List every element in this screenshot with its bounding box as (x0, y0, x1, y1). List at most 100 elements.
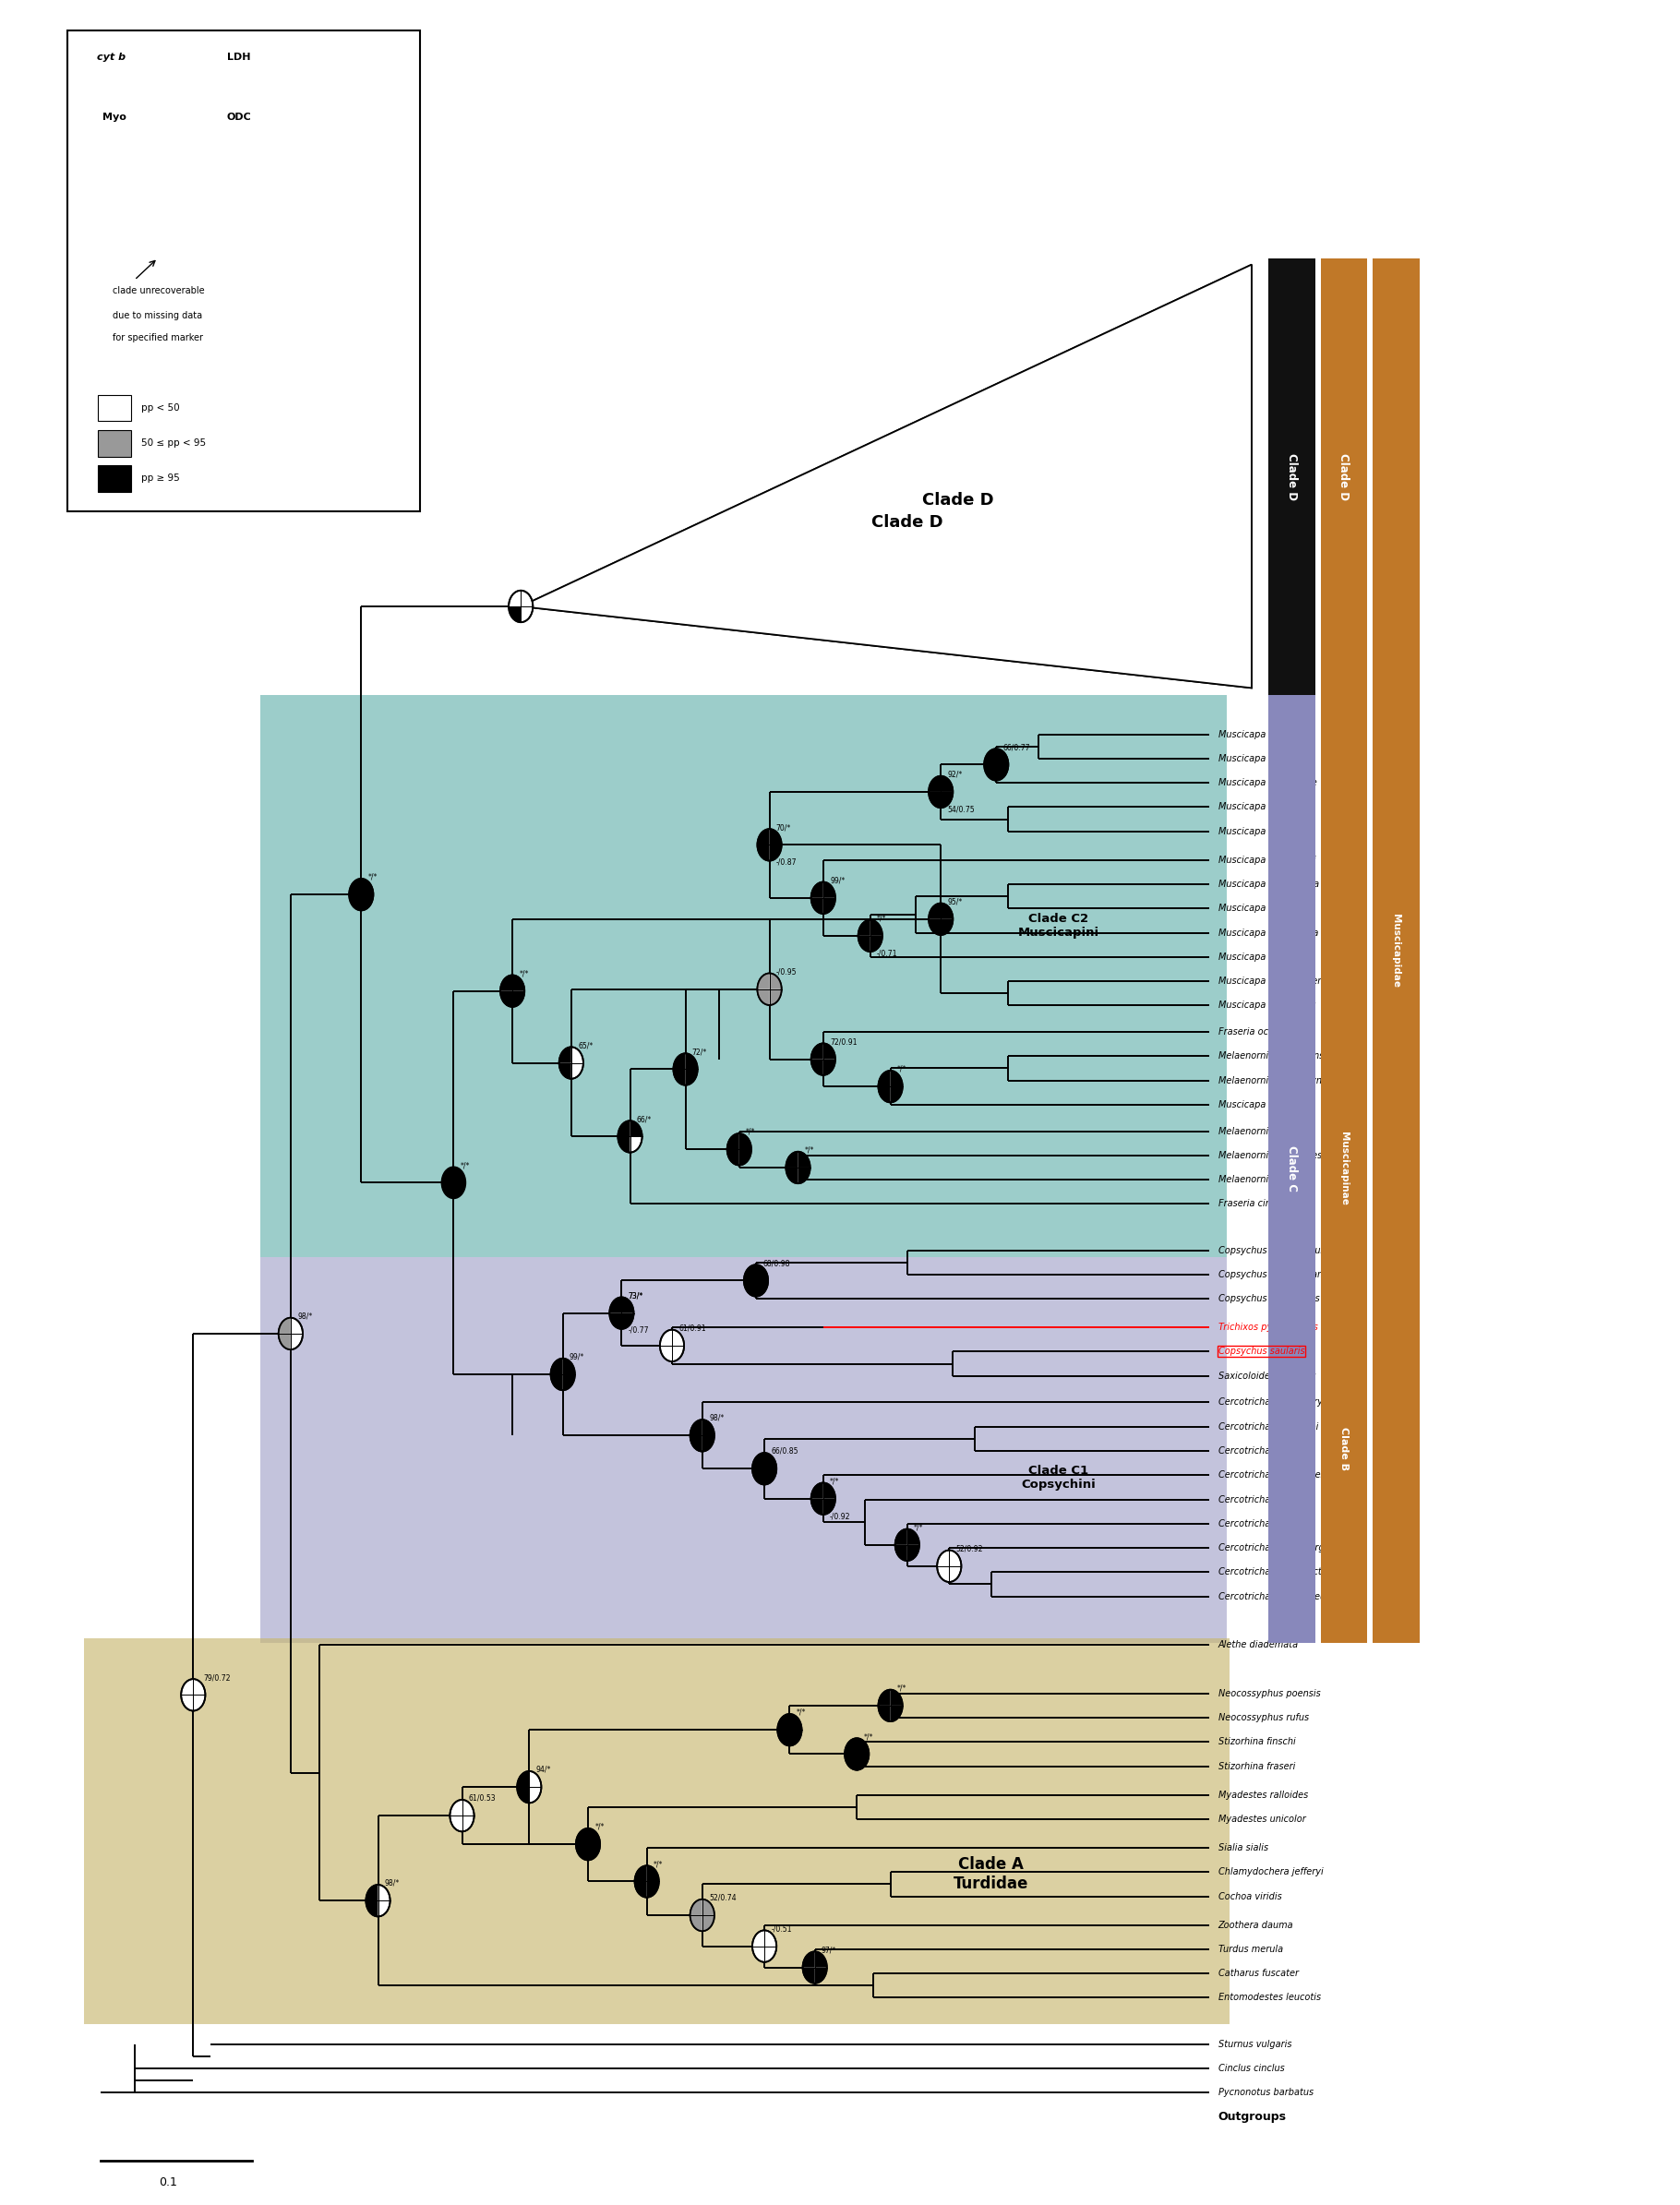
Text: Alethe diademata: Alethe diademata (1218, 1641, 1299, 1649)
Wedge shape (622, 1312, 633, 1330)
Bar (260, 1257, 1226, 1643)
Text: 0.1: 0.1 (160, 2176, 176, 2187)
Wedge shape (764, 1453, 776, 1469)
Text: 66/0.85: 66/0.85 (771, 1446, 798, 1455)
Text: 72/*: 72/* (692, 1047, 707, 1056)
Text: pp < 50: pp < 50 (141, 404, 180, 412)
Text: 99/*: 99/* (570, 1354, 585, 1360)
Wedge shape (559, 1063, 571, 1078)
Wedge shape (941, 919, 953, 935)
Wedge shape (890, 1707, 902, 1722)
Wedge shape (349, 895, 361, 911)
Circle shape (501, 975, 524, 1008)
Text: Zoothera dauma: Zoothera dauma (1218, 1921, 1294, 1929)
Wedge shape (576, 1828, 588, 1843)
Text: -/0.51: -/0.51 (771, 1925, 791, 1934)
Bar (84, 1638, 1230, 2024)
Wedge shape (146, 232, 180, 276)
Text: Myo: Myo (102, 112, 126, 121)
Wedge shape (674, 1054, 685, 1069)
Circle shape (181, 1678, 205, 1711)
Text: 52/0.92: 52/0.92 (956, 1544, 983, 1552)
Wedge shape (361, 895, 373, 911)
Wedge shape (879, 1072, 890, 1087)
Text: 92/*: 92/* (948, 770, 963, 778)
Circle shape (551, 1358, 575, 1389)
Wedge shape (823, 882, 835, 897)
Wedge shape (610, 1312, 622, 1330)
Circle shape (366, 1885, 390, 1916)
Text: Cercotrichas leucophrys: Cercotrichas leucophrys (1218, 1398, 1327, 1407)
Wedge shape (778, 1729, 790, 1746)
Wedge shape (870, 935, 882, 953)
Text: 97/*: 97/* (822, 1945, 837, 1954)
Text: Muscicapa griseisticta: Muscicapa griseisticta (1218, 928, 1319, 937)
Wedge shape (858, 935, 870, 953)
Text: -/0.71: -/0.71 (877, 948, 897, 957)
Text: */*: */* (746, 1127, 756, 1136)
Bar (1268, 695, 1315, 1643)
Wedge shape (635, 1865, 647, 1881)
Circle shape (576, 1828, 600, 1861)
Text: Sturnus vulgaris: Sturnus vulgaris (1218, 2040, 1292, 2048)
Wedge shape (879, 1689, 890, 1707)
Wedge shape (815, 1951, 827, 1967)
Wedge shape (517, 1771, 529, 1786)
Wedge shape (501, 975, 512, 990)
Text: Clade C1
Copsychini: Clade C1 Copsychini (1021, 1464, 1095, 1491)
Wedge shape (349, 878, 361, 895)
Wedge shape (501, 990, 512, 1008)
Wedge shape (879, 1087, 890, 1102)
Wedge shape (512, 975, 524, 990)
Text: Neocossyphus rufus: Neocossyphus rufus (1218, 1713, 1309, 1722)
Text: Clade D: Clade D (922, 492, 993, 509)
Bar (97, 430, 131, 456)
Wedge shape (941, 904, 953, 919)
Text: */*: */* (595, 1824, 605, 1830)
Text: cyt b: cyt b (97, 53, 126, 62)
Text: Myadestes ralloides: Myadestes ralloides (1218, 1790, 1307, 1799)
Wedge shape (996, 765, 1008, 781)
Circle shape (879, 1072, 902, 1102)
Wedge shape (702, 1435, 714, 1451)
Wedge shape (744, 1266, 756, 1281)
Wedge shape (786, 1169, 798, 1184)
Text: due to missing data: due to missing data (113, 311, 202, 320)
Wedge shape (879, 1707, 890, 1722)
Wedge shape (803, 1951, 815, 1967)
Wedge shape (823, 1482, 835, 1499)
Text: Muscicapa gambagae: Muscicapa gambagae (1218, 778, 1317, 787)
Wedge shape (769, 845, 781, 860)
Wedge shape (778, 1713, 790, 1729)
Wedge shape (685, 1069, 697, 1085)
Text: Copsychus malabaricus: Copsychus malabaricus (1218, 1246, 1326, 1255)
Wedge shape (929, 919, 941, 935)
Text: Entomodestes leucotis: Entomodestes leucotis (1218, 1993, 1320, 2002)
Wedge shape (890, 1072, 902, 1087)
Wedge shape (857, 1755, 869, 1771)
Wedge shape (929, 792, 941, 807)
Text: 73/*: 73/* (628, 1292, 643, 1299)
Text: Fraseria ocreata: Fraseria ocreata (1218, 1028, 1292, 1036)
Wedge shape (690, 1899, 702, 1916)
Wedge shape (758, 829, 769, 845)
Wedge shape (811, 1499, 823, 1515)
Text: Fraseria cinerascens: Fraseria cinerascens (1218, 1200, 1310, 1208)
Text: Muscicapa caerulescens: Muscicapa caerulescens (1218, 977, 1327, 986)
Text: Muscicapa sethsmithi: Muscicapa sethsmithi (1218, 856, 1315, 864)
Wedge shape (685, 1054, 697, 1069)
Bar (97, 465, 131, 492)
Circle shape (753, 1453, 776, 1484)
Wedge shape (756, 1266, 768, 1281)
Circle shape (146, 44, 213, 132)
Text: Clade D: Clade D (872, 498, 942, 516)
Polygon shape (521, 265, 1252, 688)
Text: Muscicapidae: Muscicapidae (1391, 913, 1401, 988)
Wedge shape (279, 1334, 291, 1349)
Circle shape (858, 919, 882, 953)
Circle shape (442, 1166, 465, 1200)
Wedge shape (739, 1133, 751, 1149)
Text: Melaenornis pallidus: Melaenornis pallidus (1218, 1127, 1310, 1136)
Wedge shape (551, 1374, 563, 1389)
Wedge shape (618, 1120, 630, 1136)
